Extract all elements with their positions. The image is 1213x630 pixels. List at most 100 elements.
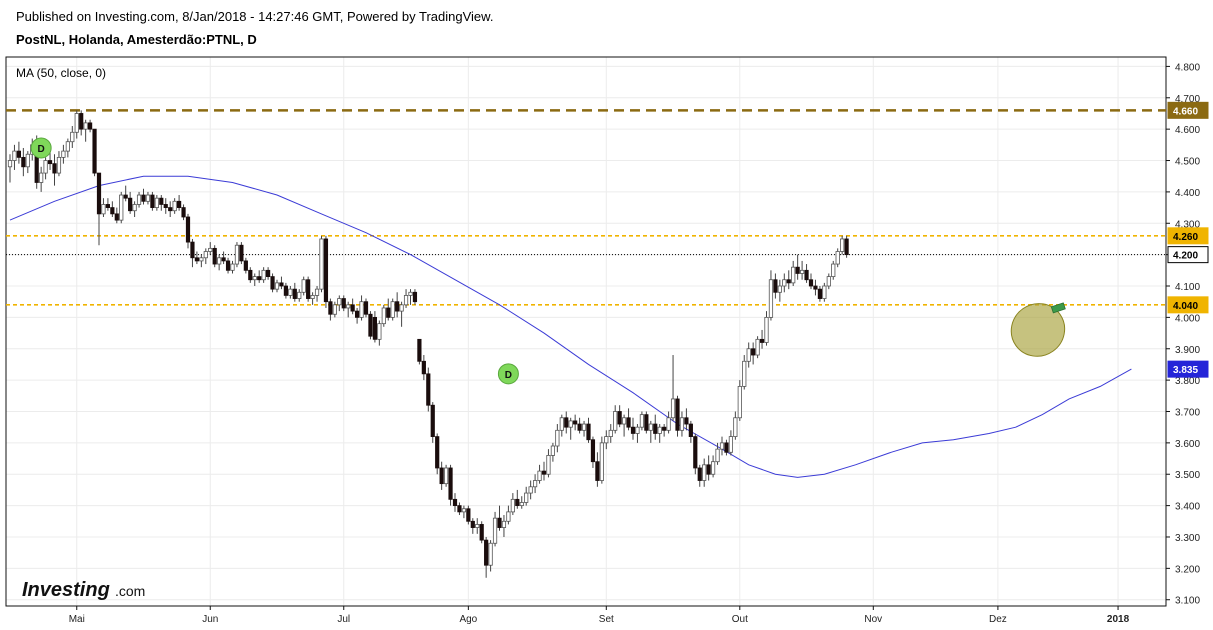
candle-body-178 — [800, 269, 805, 274]
candle-37 — [172, 198, 177, 214]
candle-body-157 — [706, 464, 711, 475]
candle-80 — [363, 298, 369, 318]
candle-body-53 — [243, 260, 248, 271]
candle-body-78 — [354, 310, 360, 318]
x-tick-label-4: Set — [599, 614, 614, 625]
candle-body-158 — [711, 461, 716, 475]
candle-body-91 — [412, 291, 418, 303]
candle-body-41 — [190, 241, 195, 259]
candle-body-122 — [550, 445, 556, 456]
logo-text: Investing — [22, 579, 110, 601]
candle-body-42 — [194, 257, 199, 262]
y-tick-label-1: 3.200 — [1175, 564, 1200, 575]
x-tick-label-1: Jun — [202, 614, 218, 625]
candle-93 — [421, 355, 426, 381]
candle-118 — [533, 474, 538, 494]
candle-183 — [822, 282, 827, 302]
candle-body-95 — [430, 404, 435, 437]
candle-body-48 — [221, 257, 226, 262]
candle-62 — [283, 282, 289, 299]
candle-body-57 — [261, 269, 266, 281]
candle-body-160 — [719, 442, 725, 450]
candle-122 — [550, 442, 556, 462]
annotations: DD — [30, 137, 1075, 385]
candle-56 — [257, 270, 262, 283]
price-tag-support-1: 4.260 — [1167, 227, 1209, 245]
candle-body-138 — [622, 417, 627, 425]
candle-body-100 — [452, 498, 458, 507]
candle-132 — [595, 452, 600, 487]
candle-body-58 — [265, 269, 271, 277]
candle-body-150 — [675, 398, 680, 431]
candle-34 — [159, 195, 164, 211]
candle-body-97 — [439, 467, 444, 485]
candle-body-9 — [47, 160, 53, 165]
dividend-marker-1[interactable]: D — [497, 363, 519, 385]
candle-body-18 — [88, 122, 93, 130]
candle-54 — [248, 267, 253, 283]
candle-104 — [470, 518, 475, 534]
candle-110 — [497, 505, 502, 531]
candle-body-156 — [702, 464, 707, 481]
ma-indicator-label[interactable]: MA (50, close, 0) — [16, 66, 106, 80]
dividend-marker-0[interactable]: D — [30, 137, 52, 159]
candle-body-83 — [377, 323, 382, 340]
y-tick-label-3: 3.400 — [1175, 502, 1200, 513]
candle-body-149 — [670, 398, 676, 419]
candle-76 — [346, 301, 351, 318]
candle-body-188 — [844, 238, 849, 256]
candle-body-54 — [248, 269, 253, 281]
candle-body-96 — [435, 436, 440, 469]
candle-18 — [88, 119, 93, 133]
candle-body-102 — [461, 508, 467, 513]
y-tick-label-15: 4.600 — [1175, 125, 1200, 136]
candle-25 — [119, 191, 124, 224]
candle-body-124 — [559, 417, 564, 431]
candle-body-177 — [795, 266, 800, 274]
candle-body-146 — [657, 426, 662, 434]
price-tag-box-4 — [1167, 360, 1209, 378]
candle-body-84 — [381, 307, 386, 325]
candle-body-159 — [715, 448, 720, 463]
candle-body-132 — [595, 461, 600, 481]
candle-body-183 — [822, 285, 827, 299]
candle-body-161 — [724, 442, 729, 453]
candle-106 — [479, 521, 484, 544]
candle-body-19 — [92, 128, 97, 174]
candle-148 — [666, 411, 671, 434]
candle-11 — [56, 151, 62, 177]
highlight-ellipse[interactable] — [1001, 293, 1075, 367]
candle-55 — [252, 273, 257, 287]
candle-body-59 — [270, 276, 275, 290]
candle-128 — [577, 417, 582, 434]
candle-113 — [510, 493, 515, 516]
candles — [7, 110, 849, 578]
candle-103 — [466, 505, 471, 525]
candle-134 — [604, 430, 609, 450]
candle-body-60 — [274, 282, 280, 290]
y-tick-label-16: 4.700 — [1175, 94, 1200, 105]
candle-187 — [840, 235, 845, 255]
candle-145 — [653, 414, 658, 440]
candle-0 — [7, 154, 13, 183]
candle-body-43 — [199, 257, 204, 262]
x-tick-label-0: Mai — [69, 614, 85, 625]
price-tag-label-0: 4.660 — [1173, 106, 1198, 117]
candle-74 — [337, 295, 342, 312]
candle-body-141 — [635, 426, 640, 434]
candle-body-147 — [662, 426, 667, 431]
candle-150 — [675, 395, 680, 437]
candle-body-66 — [301, 279, 306, 293]
candle-body-21 — [101, 204, 106, 215]
y-tick-label-4: 3.500 — [1175, 470, 1200, 481]
candle-152 — [684, 408, 689, 431]
candle-body-180 — [808, 279, 814, 287]
candle-body-127 — [573, 420, 578, 425]
candle-body-75 — [341, 298, 346, 309]
candle-177 — [795, 254, 800, 280]
candle-79 — [359, 295, 364, 321]
candle-body-7 — [39, 172, 44, 183]
flag-icon[interactable] — [1050, 302, 1066, 314]
candle-body-40 — [185, 216, 191, 243]
